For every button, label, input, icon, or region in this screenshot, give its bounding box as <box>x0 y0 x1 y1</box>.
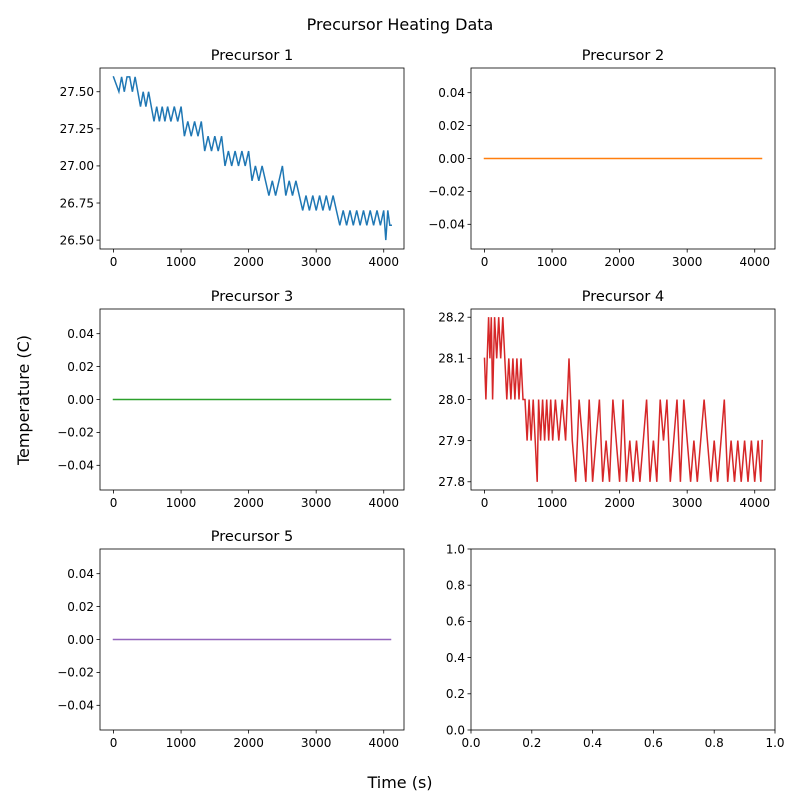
x-tick-label: 4000 <box>368 736 399 750</box>
x-tick-label: 1000 <box>537 496 568 510</box>
x-tick-label: 2000 <box>604 496 635 510</box>
y-tick-label: 0.04 <box>438 86 465 100</box>
y-tick-label: 26.50 <box>60 233 94 247</box>
y-tick-label: 27.00 <box>60 159 94 173</box>
figure-xlabel: Time (s) <box>366 773 432 792</box>
x-tick-label: 0.0 <box>461 736 480 750</box>
series-line-1-1 <box>112 75 392 241</box>
x-tick-label: 4000 <box>368 496 399 510</box>
y-tick-label: 0.00 <box>67 633 94 647</box>
y-tick-label: 0.04 <box>67 567 94 581</box>
y-tick-label: 28.0 <box>438 393 465 407</box>
y-tick-label: 26.75 <box>60 196 94 210</box>
y-tick-label: 0.02 <box>67 600 94 614</box>
figure-ylabel: Temperature (C) <box>14 335 33 466</box>
y-tick-label: −0.02 <box>57 666 94 680</box>
y-tick-label: 0.6 <box>446 615 465 629</box>
x-tick-label: 3000 <box>301 736 332 750</box>
y-tick-label: 28.2 <box>438 311 465 325</box>
subplot-grid: 0 1000 2000 3000 4000 26.50 26.75 27.00 27.25 27.… <box>57 48 784 750</box>
y-tick-label: −0.04 <box>57 459 94 473</box>
x-tick-label: 0 <box>481 255 489 269</box>
subplot-title: Precursor 3 <box>211 289 293 305</box>
y-tick-label: 27.8 <box>438 475 465 489</box>
x-tick-label: 1000 <box>537 255 568 269</box>
y-tick-label: 0.8 <box>446 579 465 593</box>
y-tick-label: 0.02 <box>67 360 94 374</box>
y-tick-label: 28.1 <box>438 352 465 366</box>
x-tick-label: 0 <box>110 255 118 269</box>
subplot-3: 0 1000 2000 3000 4000 −0.04 −0.02 0.00 0.02 0.04 P… <box>57 289 405 510</box>
x-tick-label: 0 <box>110 736 118 750</box>
x-tick-label: 1000 <box>166 255 197 269</box>
y-tick-label: 0.00 <box>67 393 94 407</box>
figure-title: Precursor Heating Data <box>307 15 494 34</box>
x-tick-label: 0.8 <box>705 736 724 750</box>
y-tick-label: 27.50 <box>60 85 94 99</box>
x-tick-label: 3000 <box>672 255 703 269</box>
y-tick-label: 0.2 <box>446 687 465 701</box>
subplot-title: Precursor 1 <box>211 48 293 64</box>
subplot-title: Precursor 2 <box>582 48 664 64</box>
x-tick-label: 2000 <box>604 255 635 269</box>
x-tick-label: 4000 <box>739 496 770 510</box>
x-tick-label: 0.4 <box>583 736 602 750</box>
x-tick-label: 0.6 <box>644 736 663 750</box>
x-tick-label: 1000 <box>166 496 197 510</box>
x-tick-label: 2000 <box>233 496 264 510</box>
x-tick-label: 3000 <box>301 496 332 510</box>
y-tick-label: 27.25 <box>60 122 94 136</box>
subplot-2: 0 1000 2000 3000 4000 −0.04 −0.02 0.00 0.02 0.04 P… <box>428 48 776 269</box>
y-tick-label: 0.02 <box>438 119 465 133</box>
y-tick-label: −0.04 <box>57 699 94 713</box>
y-tick-label: −0.02 <box>57 426 94 440</box>
x-tick-label: 0 <box>481 496 489 510</box>
subplot-5: 0 1000 2000 3000 4000 −0.04 −0.02 0.00 0.02 0.04 P… <box>57 529 405 750</box>
x-tick-label: 0.2 <box>522 736 541 750</box>
subplot-title: Precursor 4 <box>582 289 664 305</box>
x-tick-label: 3000 <box>672 496 703 510</box>
subplot-title: Precursor 5 <box>211 529 293 545</box>
x-tick-label: 2000 <box>233 255 264 269</box>
y-tick-label: −0.04 <box>428 218 465 232</box>
y-tick-label: 27.9 <box>438 434 465 448</box>
y-tick-label: 0.04 <box>67 327 94 341</box>
subplot-4: 0 1000 2000 3000 4000 27.8 27.9 28.0 28.1 28.2 Pre… <box>438 289 776 510</box>
x-tick-label: 1000 <box>166 736 197 750</box>
y-tick-label: 1.0 <box>446 542 465 556</box>
x-tick-label: 0 <box>110 496 118 510</box>
x-tick-label: 3000 <box>301 255 332 269</box>
axes-frame <box>470 548 776 731</box>
series-line-4-1 <box>483 317 763 482</box>
x-tick-label: 4000 <box>739 255 770 269</box>
y-tick-label: 0.00 <box>438 152 465 166</box>
x-tick-label: 1.0 <box>765 736 784 750</box>
y-tick-label: 0.4 <box>446 651 465 665</box>
x-tick-label: 2000 <box>233 736 264 750</box>
axes-frame <box>99 67 405 250</box>
subplot-6: 0.0 0.2 0.4 0.6 0.8 1.0 0.0 0.2 0.4 0.6 0.8 1.0 <box>446 542 785 750</box>
x-tick-label: 4000 <box>368 255 399 269</box>
subplot-1: 0 1000 2000 3000 4000 26.50 26.75 27.00 27.25 27.… <box>60 48 405 269</box>
y-tick-label: 0.0 <box>446 723 465 737</box>
y-tick-label: −0.02 <box>428 185 465 199</box>
